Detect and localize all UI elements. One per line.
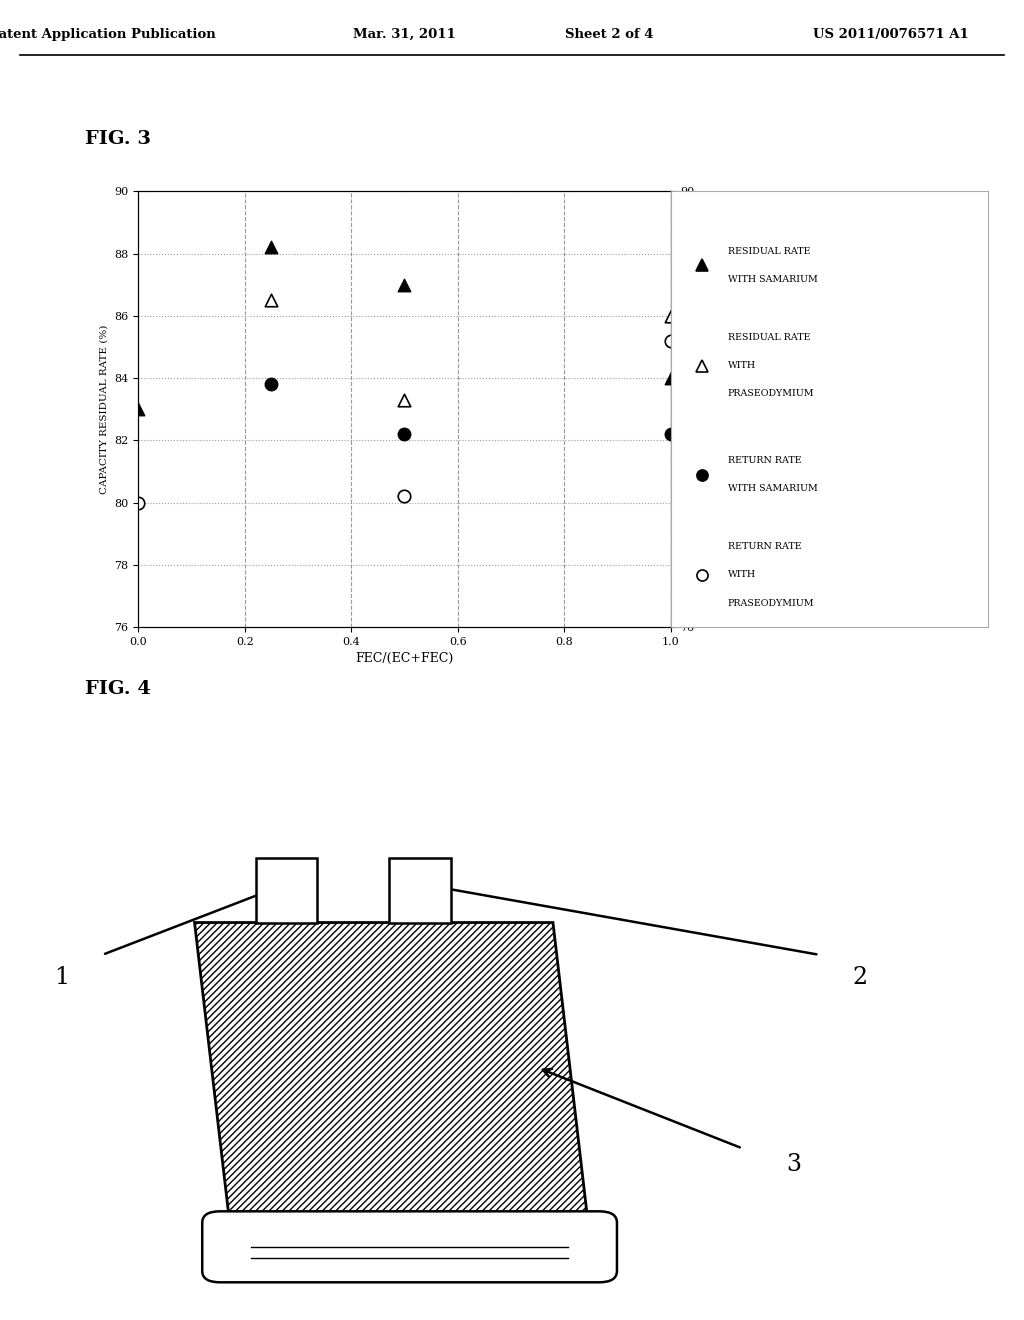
Point (663, 424, 679, 445)
Point (263, 236, 280, 257)
Text: FIG. 3: FIG. 3 (85, 129, 151, 148)
Text: WITH: WITH (728, 570, 756, 579)
Text: WITH SAMARIUM: WITH SAMARIUM (728, 275, 817, 284)
Text: Mar. 31, 2011: Mar. 31, 2011 (353, 28, 456, 41)
Point (663, 305, 679, 326)
Y-axis label: CAPACITY RESIDUAL RATE (%): CAPACITY RESIDUAL RATE (%) (99, 325, 109, 494)
Point (263, 289, 280, 310)
X-axis label: FEC/(EC+FEC): FEC/(EC+FEC) (355, 652, 454, 665)
Bar (256, 858, 317, 923)
Y-axis label: CAPACITY RETURN RATE (%): CAPACITY RETURN RATE (%) (709, 329, 718, 490)
Point (130, 399, 146, 420)
Text: PRASEODYMIUM: PRASEODYMIUM (728, 389, 814, 399)
Point (263, 374, 280, 395)
Text: FIG. 4: FIG. 4 (85, 680, 151, 698)
Point (396, 389, 413, 411)
Text: WITH SAMARIUM: WITH SAMARIUM (728, 484, 817, 494)
Text: RESIDUAL RATE: RESIDUAL RATE (728, 333, 810, 342)
Text: US 2011/0076571 A1: US 2011/0076571 A1 (813, 28, 969, 41)
Text: 2: 2 (853, 966, 867, 989)
Text: Patent Application Publication: Patent Application Publication (0, 28, 216, 41)
Text: WITH: WITH (728, 362, 756, 370)
Text: PRASEODYMIUM: PRASEODYMIUM (728, 598, 814, 607)
Point (663, 367, 679, 388)
Point (396, 486, 413, 507)
Bar (389, 858, 451, 923)
Text: 3: 3 (786, 1154, 801, 1176)
Point (130, 492, 146, 513)
Polygon shape (195, 923, 589, 1229)
Text: 1: 1 (54, 966, 69, 989)
Text: RETURN RATE: RETURN RATE (728, 455, 802, 465)
Text: Sheet 2 of 4: Sheet 2 of 4 (565, 28, 653, 41)
Text: RESIDUAL RATE: RESIDUAL RATE (728, 247, 810, 256)
Point (396, 424, 413, 445)
FancyBboxPatch shape (203, 1212, 616, 1282)
Point (396, 275, 413, 296)
Text: RETURN RATE: RETURN RATE (728, 543, 802, 550)
Point (663, 330, 679, 351)
